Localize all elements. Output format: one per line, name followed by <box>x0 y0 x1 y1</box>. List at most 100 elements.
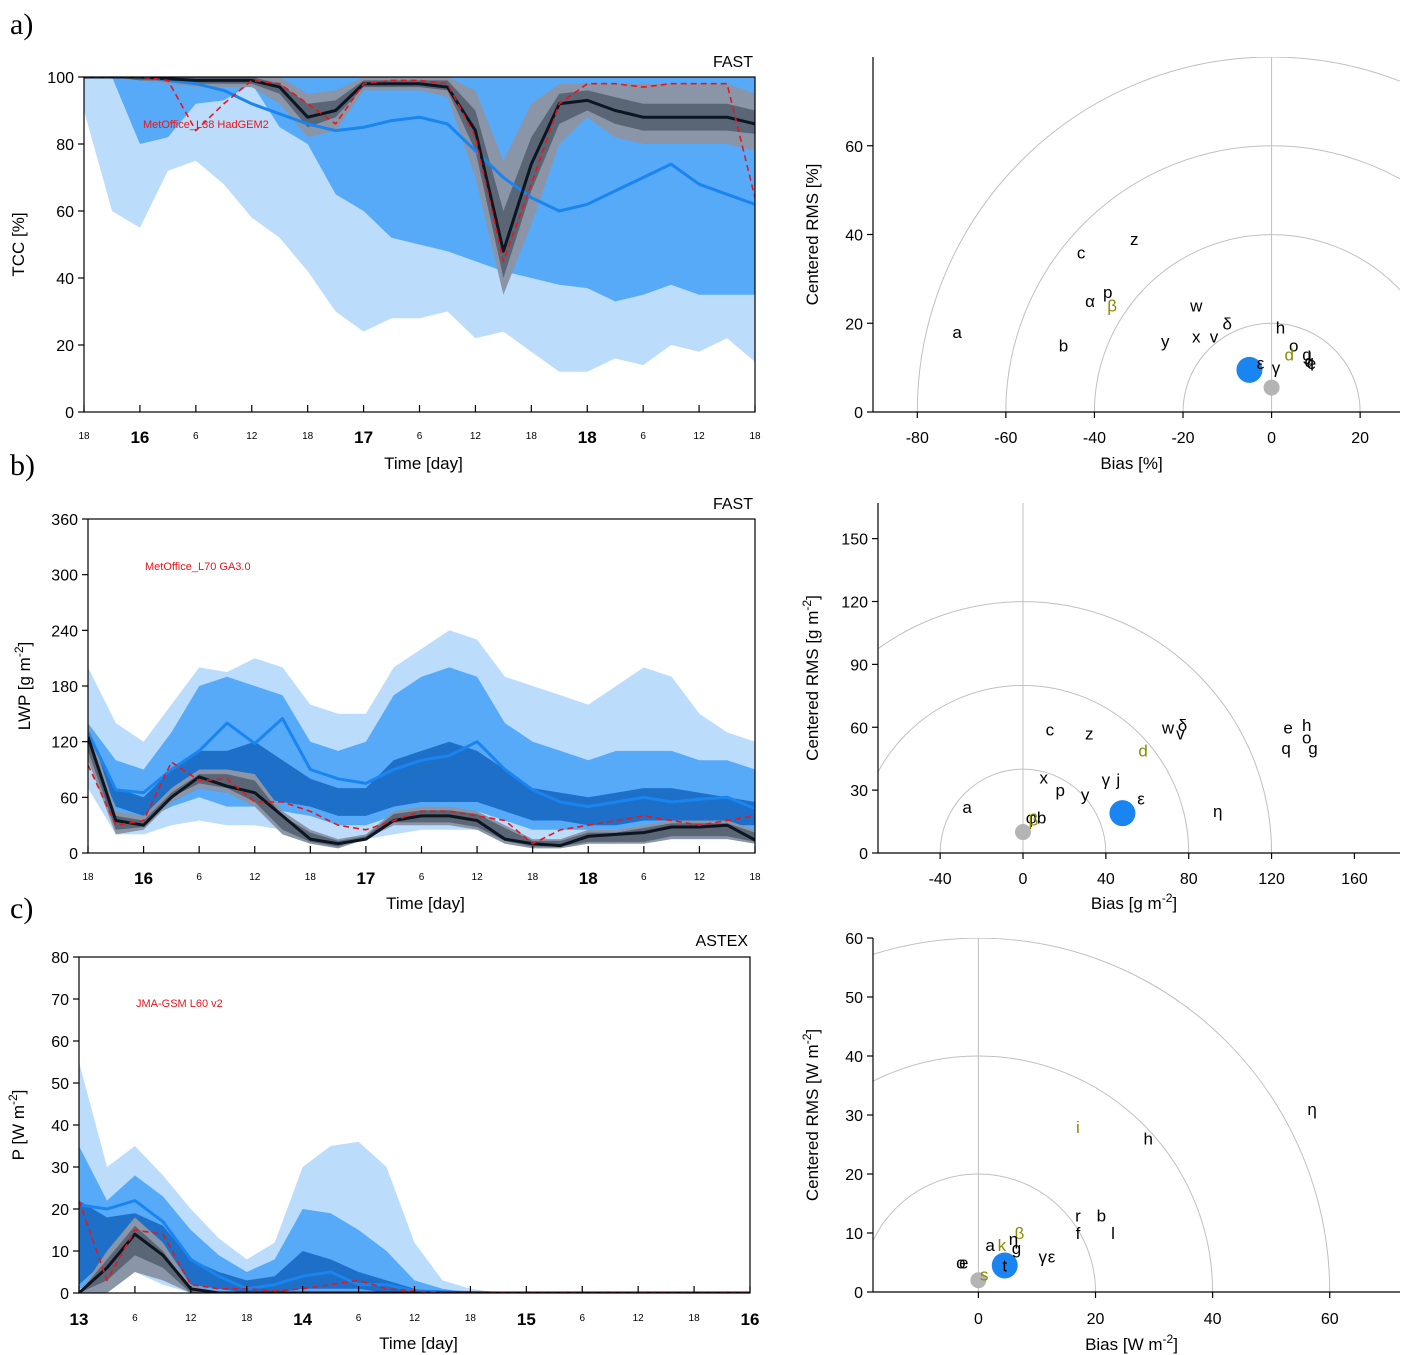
y-tick-label: 80 <box>56 137 74 154</box>
taylor-y-tick-label: 0 <box>854 405 863 422</box>
x-tick-label: 18 <box>82 872 94 883</box>
x-tick-label: 12 <box>470 431 482 442</box>
x-tick-label: 6 <box>417 431 423 442</box>
taylor-x-tick-label: -80 <box>906 430 929 447</box>
rms-arc <box>916 57 1400 412</box>
y-tick-label: 10 <box>51 1244 69 1261</box>
model-point-label: x <box>1192 328 1201 347</box>
x-tick-label: 12 <box>633 1313 645 1324</box>
model-point-label: b <box>1097 1206 1106 1225</box>
y-axis-label: LWP [g m-2] <box>12 642 34 730</box>
model-point-label: i <box>1076 1118 1080 1137</box>
model-point-label: i <box>1307 348 1311 367</box>
model-point-label: γ <box>1102 771 1111 790</box>
x-tick-label: 12 <box>472 872 484 883</box>
taylor-x-tick-label: 0 <box>1267 430 1276 447</box>
y-tick-label: 40 <box>51 1118 69 1135</box>
model-point-label: b <box>1037 808 1046 827</box>
timeseries-chart-a: 0 20 40 60 80 100 18 16 6 12 18 17 6 12 18 18 6 12 18 FAST M… <box>9 54 761 473</box>
taylor-x-tick-label: 0 <box>1019 871 1028 888</box>
model-point-label: h <box>1302 716 1311 735</box>
model-point-label: y <box>1161 332 1170 351</box>
case-label: FAST <box>713 54 753 71</box>
reference-gray-point <box>1263 379 1280 396</box>
taylor-x-tick-label: 80 <box>1180 871 1198 888</box>
model-point-label: e <box>959 1254 968 1273</box>
les-band-outer <box>84 77 755 295</box>
x-tick-label: 12 <box>694 431 706 442</box>
model-point-label: d <box>1285 345 1294 364</box>
x-tick-label: 12 <box>185 1313 197 1324</box>
taylor-y-tick-label: 20 <box>845 1167 863 1184</box>
x-tick-label: 18 <box>578 428 597 447</box>
model-point-label: v <box>1176 725 1185 744</box>
rms-arc <box>1005 145 1400 412</box>
model-point-label: ε <box>1048 1248 1056 1267</box>
x-tick-label: 18 <box>527 872 539 883</box>
model-point-label: o <box>956 1254 965 1273</box>
selected-model-line <box>88 761 755 845</box>
x-tick-label: 16 <box>130 428 149 447</box>
y-tick-label: 0 <box>65 405 74 422</box>
model-point-label: f <box>1076 1224 1081 1243</box>
model-point-label: η <box>1213 802 1222 821</box>
model-point-label: p <box>1056 781 1065 800</box>
model-point-label: p <box>1103 283 1112 302</box>
model-point-label: t <box>1002 1256 1007 1275</box>
reference-gray-point <box>970 1272 987 1289</box>
x-tick-label: 18 <box>305 872 317 883</box>
les-mean-line <box>88 736 755 848</box>
x-axis-label: Time [day] <box>386 894 465 913</box>
plot-area <box>79 1062 750 1293</box>
taylor-x-tick-label: 20 <box>1087 1311 1105 1328</box>
taylor-x-tick-label: 60 <box>1321 1311 1339 1328</box>
reference-blue-point <box>1109 800 1136 827</box>
plot-area <box>88 630 755 849</box>
y-axis-label: TCC [%] <box>9 212 28 276</box>
x-tick-label: 18 <box>526 431 538 442</box>
taylor-x-tick-label: 120 <box>1258 871 1285 888</box>
model-point-label: δ <box>1223 314 1232 333</box>
y-tick-label: 60 <box>56 204 74 221</box>
model-point-label: δ <box>1178 716 1187 735</box>
taylor-y-tick-label: 20 <box>845 316 863 333</box>
y-tick-label: 180 <box>51 679 78 696</box>
taylor-x-tick-label: -40 <box>929 871 952 888</box>
model-point-label: γ <box>1039 1248 1048 1267</box>
x-tick-label: 12 <box>246 431 258 442</box>
model-point-label: a <box>985 1236 995 1255</box>
y-tick-label: 40 <box>56 271 74 288</box>
taylor-x-tick-label: -40 <box>1083 430 1106 447</box>
model-point-label: c <box>1046 720 1055 739</box>
x-tick-label: 18 <box>749 431 761 442</box>
model-point-label: o <box>1302 729 1311 748</box>
plot-area <box>84 77 755 372</box>
x-tick-label: 12 <box>694 872 706 883</box>
model-point-label: l <box>1111 1224 1115 1243</box>
model-mean-line <box>84 77 755 213</box>
y-tick-label: 50 <box>51 1076 69 1093</box>
x-tick-label: 18 <box>579 869 598 888</box>
x-tick-label: 6 <box>132 1313 138 1324</box>
y-tick-label: 70 <box>51 992 69 1009</box>
y-tick-label: 30 <box>51 1160 69 1177</box>
taylor-x-tick-label: 0 <box>974 1311 983 1328</box>
les-band-inner <box>88 732 755 847</box>
x-tick-label: 17 <box>356 869 375 888</box>
taylor-y-tick-label: 60 <box>845 931 863 948</box>
model-point-label: o <box>1289 336 1298 355</box>
rms-arc <box>1093 235 1400 412</box>
model-point-label: γ <box>1272 359 1281 378</box>
model-point-label: e <box>1307 354 1316 373</box>
taylor-y-tick-label: 10 <box>845 1226 863 1243</box>
model-point-label: η <box>1307 1100 1316 1119</box>
model-point-label: h <box>1143 1130 1152 1149</box>
timeseries-chart-b: 0 60 120 180 240 300 360 18 16 6 12 18 17 6 12 18 18 6 12 1… <box>12 496 761 913</box>
taylor-y-tick-label: 40 <box>845 228 863 245</box>
y-tick-label: 300 <box>51 568 78 585</box>
y-tick-label: 60 <box>60 790 78 807</box>
model-point-label: d <box>1138 741 1147 760</box>
model-label: MetOffice_L38 HadGEM2 <box>143 119 269 131</box>
